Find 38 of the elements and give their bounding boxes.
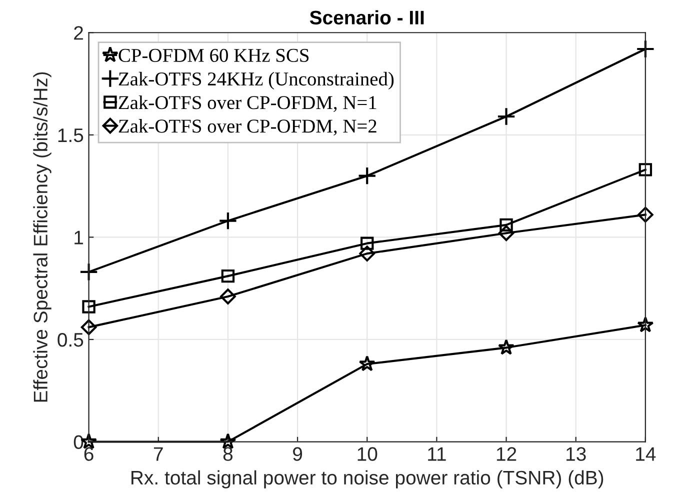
point — [79, 262, 98, 282]
y-tick-label: 2 — [74, 26, 83, 40]
chart-title: Scenario - III — [310, 10, 424, 24]
legend-label: CP-OFDM 60 KHz SCS — [118, 48, 309, 62]
x-tick-label: 10 — [358, 447, 378, 461]
legend-label: Zak-OTFS over CP-OFDM, N=2 — [118, 119, 376, 136]
x-tick-label: 9 — [293, 447, 302, 461]
x-tick-label: 7 — [154, 447, 163, 461]
point — [638, 163, 652, 176]
point — [82, 300, 96, 314]
x-tick-label: 8 — [223, 447, 233, 461]
point — [496, 107, 516, 126]
point — [638, 206, 654, 223]
y-axis-title: Effective Spectral Efficiency (bits/s/Hz) — [33, 72, 52, 402]
point — [359, 246, 376, 262]
point — [358, 166, 376, 186]
point — [358, 355, 376, 372]
point — [498, 225, 514, 242]
point — [360, 236, 374, 250]
legend-label: Zak-OTFS over CP-OFDM, N=1 — [118, 95, 376, 112]
x-axis-title: Rx. total signal power to noise power ratio (TSNR) (dB) — [132, 470, 604, 488]
point — [500, 218, 513, 232]
x-tick-label: 14 — [636, 447, 656, 461]
point — [498, 338, 515, 355]
y-tick-label: 1 — [74, 230, 83, 244]
x-tick-label: 11 — [428, 447, 446, 461]
y-tick-label: 1.5 — [58, 128, 84, 142]
point — [636, 40, 655, 58]
x-tick-label: 12 — [496, 447, 516, 461]
point — [637, 316, 654, 332]
point — [220, 288, 236, 304]
point — [218, 211, 238, 230]
point — [221, 269, 235, 283]
x-tick-label: 6 — [84, 447, 94, 461]
point — [220, 433, 236, 449]
legend-label: Zak-OTFS 24KHz (Unconstrained) — [118, 72, 394, 90]
y-tick-label: 0.5 — [58, 332, 84, 347]
x-tick-label: 13 — [566, 447, 586, 461]
